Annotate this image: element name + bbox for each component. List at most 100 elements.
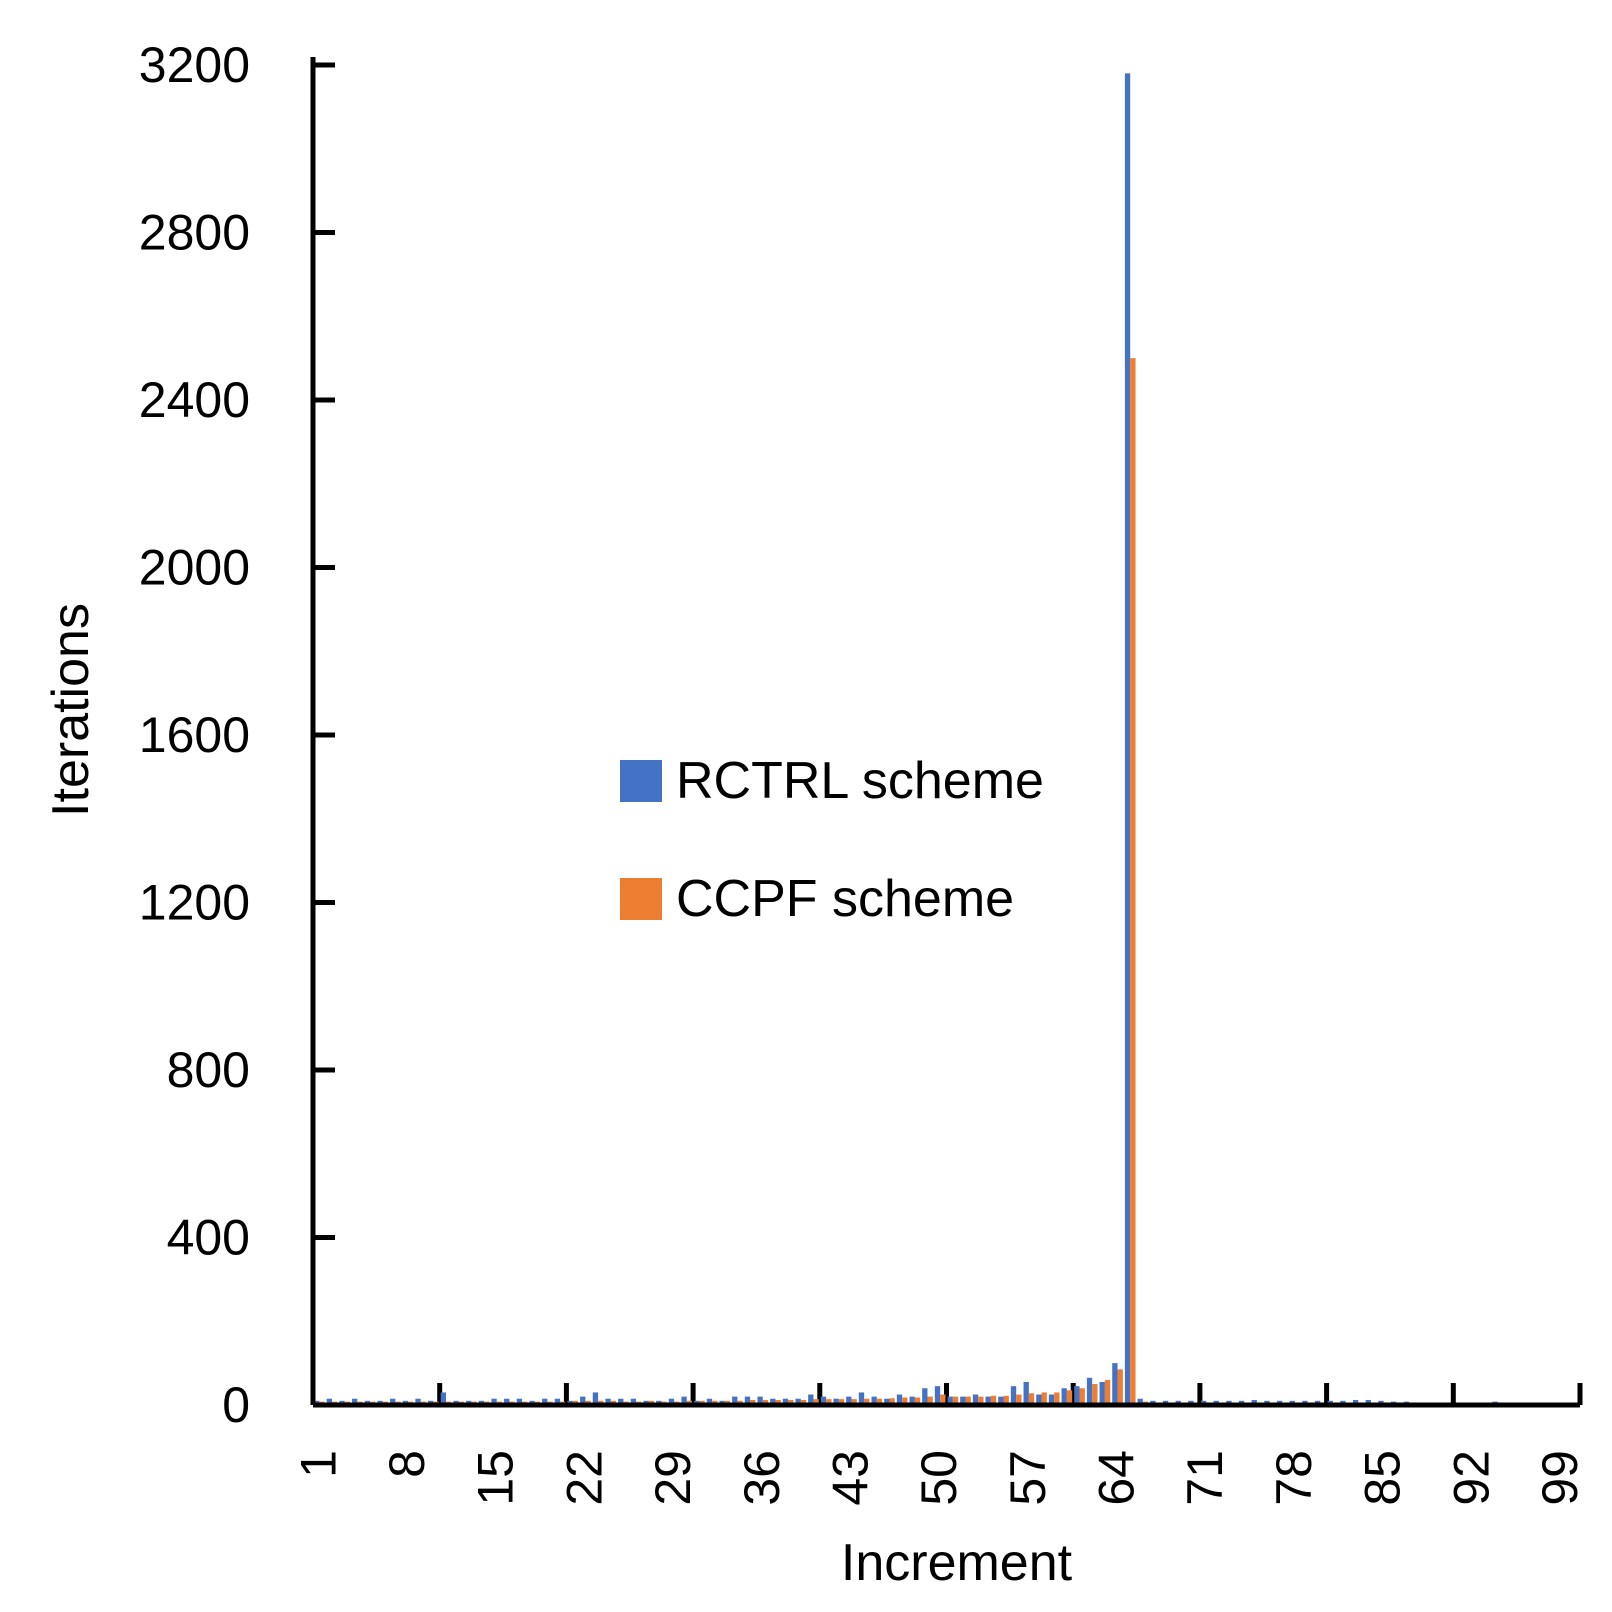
bar-ccpf bbox=[1092, 1384, 1098, 1405]
bar-rctrl bbox=[1036, 1394, 1042, 1405]
bar-ccpf bbox=[762, 1399, 769, 1405]
x-tick-label: 85 bbox=[1355, 1450, 1411, 1506]
legend-swatch-rctrl bbox=[620, 760, 662, 802]
y-tick-label: 2400 bbox=[139, 372, 250, 428]
bar-rctrl bbox=[706, 1398, 713, 1405]
bar-rctrl bbox=[846, 1396, 852, 1405]
bar-ccpf bbox=[902, 1397, 908, 1405]
bar-rctrl bbox=[1137, 1398, 1143, 1405]
bar-rctrl bbox=[326, 1398, 333, 1405]
bar-rctrl bbox=[1099, 1381, 1105, 1405]
bar-rctrl bbox=[808, 1394, 814, 1405]
x-tick-label: 57 bbox=[1000, 1450, 1056, 1506]
bar-ccpf bbox=[775, 1399, 781, 1405]
bar-ccpf bbox=[1028, 1393, 1035, 1405]
bar-rctrl bbox=[782, 1398, 789, 1405]
x-tick-label: 92 bbox=[1443, 1450, 1499, 1506]
bar-ccpf bbox=[1054, 1392, 1060, 1405]
bar-rctrl bbox=[1124, 73, 1131, 1405]
bar-ccpf bbox=[800, 1399, 807, 1405]
bar-ccpf bbox=[876, 1398, 883, 1405]
bar-rctrl bbox=[744, 1396, 751, 1405]
x-tick-label: 43 bbox=[822, 1450, 878, 1506]
x-tick-label: 36 bbox=[734, 1450, 790, 1506]
bar-rctrl bbox=[909, 1396, 915, 1405]
x-tick-label: 29 bbox=[645, 1450, 701, 1506]
x-axis-title: Increment bbox=[841, 1534, 1073, 1592]
bar-ccpf bbox=[978, 1396, 984, 1405]
legend-label-ccpf: CCPF scheme bbox=[676, 870, 1014, 928]
y-tick-label: 3200 bbox=[139, 37, 250, 93]
bar-rctrl bbox=[884, 1398, 890, 1405]
bar-rctrl bbox=[618, 1398, 624, 1405]
bar-ccpf bbox=[864, 1398, 870, 1405]
bar-rctrl bbox=[1251, 1399, 1257, 1405]
x-tick-label: 8 bbox=[379, 1450, 435, 1478]
legend: RCTRL scheme CCPF scheme bbox=[620, 752, 1044, 928]
bar-rctrl bbox=[630, 1398, 637, 1405]
bar-rctrl bbox=[820, 1396, 827, 1405]
bar-rctrl bbox=[491, 1398, 497, 1405]
x-tick-label: 64 bbox=[1089, 1450, 1145, 1506]
y-tick-label: 2800 bbox=[139, 205, 250, 261]
bar-rctrl bbox=[1086, 1377, 1093, 1405]
bar-rctrl bbox=[1074, 1386, 1080, 1405]
bar-ccpf bbox=[1117, 1369, 1123, 1405]
x-tick-label: 71 bbox=[1177, 1450, 1233, 1506]
bar-rctrl bbox=[732, 1396, 738, 1405]
bar-ccpf bbox=[927, 1396, 933, 1405]
y-tick-label: 1200 bbox=[139, 875, 250, 931]
bar-rctrl bbox=[605, 1398, 611, 1405]
bars-group bbox=[314, 73, 1579, 1405]
x-tick-label: 99 bbox=[1532, 1450, 1588, 1506]
bar-rctrl bbox=[504, 1398, 510, 1405]
bar-ccpf bbox=[1104, 1379, 1111, 1405]
bar-ccpf bbox=[1130, 358, 1136, 1405]
y-tick-label: 2000 bbox=[139, 540, 250, 596]
bar-rctrl bbox=[542, 1398, 548, 1405]
bar-rctrl bbox=[833, 1398, 839, 1405]
bar-rctrl bbox=[1061, 1388, 1067, 1405]
bar-rctrl bbox=[896, 1394, 903, 1405]
bar-rctrl bbox=[972, 1394, 979, 1405]
x-tick-label: 78 bbox=[1266, 1450, 1322, 1506]
bar-ccpf bbox=[1016, 1394, 1022, 1405]
bar-rctrl bbox=[415, 1398, 421, 1405]
bar-rctrl bbox=[1010, 1386, 1017, 1405]
bar-ccpf bbox=[1003, 1395, 1009, 1405]
bar-rctrl bbox=[1352, 1399, 1359, 1405]
y-tick-label: 400 bbox=[167, 1210, 250, 1266]
bar-rctrl bbox=[1048, 1394, 1055, 1405]
bar-rctrl bbox=[516, 1398, 523, 1405]
bar-rctrl bbox=[1112, 1363, 1118, 1405]
bar-rctrl bbox=[681, 1396, 687, 1405]
bar-rctrl bbox=[770, 1398, 776, 1405]
bar-rctrl bbox=[554, 1398, 561, 1405]
bar-rctrl bbox=[1023, 1381, 1029, 1405]
bar-ccpf bbox=[1079, 1388, 1085, 1405]
bar-ccpf bbox=[889, 1398, 895, 1405]
bar-rctrl bbox=[352, 1398, 358, 1405]
bar-ccpf bbox=[813, 1399, 819, 1405]
y-tick-label: 1600 bbox=[139, 707, 250, 763]
bar-ccpf bbox=[990, 1395, 997, 1405]
x-axis: 1 8 15 22 29 36 43 50 57 64 71 78 85 92 99 bbox=[290, 1383, 1588, 1506]
bar-ccpf bbox=[940, 1394, 946, 1405]
bar-rctrl bbox=[440, 1392, 447, 1405]
bar-rctrl bbox=[668, 1398, 675, 1405]
bar-ccpf bbox=[914, 1397, 921, 1405]
bar-ccpf bbox=[851, 1399, 857, 1405]
bar-ccpf bbox=[1066, 1390, 1073, 1405]
bar-rctrl bbox=[960, 1396, 966, 1405]
bar-ccpf bbox=[826, 1399, 832, 1405]
bar-ccpf bbox=[952, 1396, 959, 1405]
bar-rctrl bbox=[592, 1392, 599, 1405]
bar-rctrl bbox=[390, 1398, 396, 1405]
legend-swatch-ccpf bbox=[620, 878, 662, 920]
y-axis: 0 400 800 1200 1600 2000 2400 2800 3200 bbox=[139, 37, 335, 1433]
y-tick-label: 0 bbox=[222, 1377, 250, 1433]
bar-rctrl bbox=[947, 1396, 953, 1405]
x-tick-label: 1 bbox=[290, 1450, 346, 1478]
x-tick-label: 22 bbox=[556, 1450, 612, 1506]
